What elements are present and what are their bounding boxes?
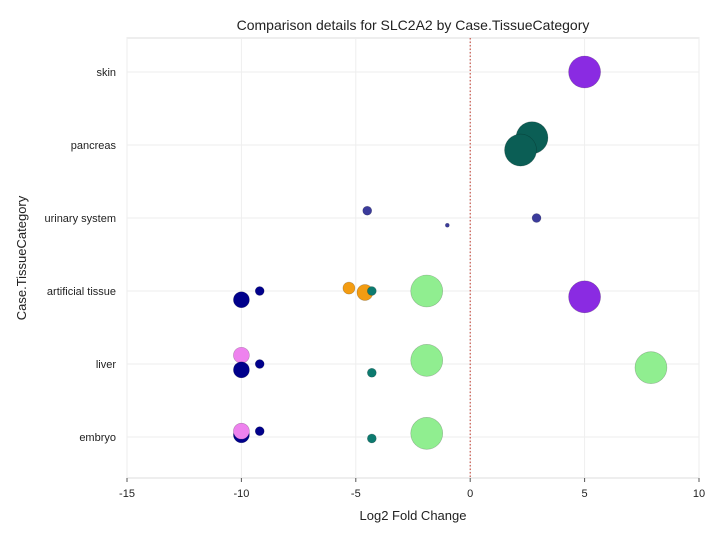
data-point[interactable]: [342, 281, 356, 295]
data-point[interactable]: [410, 274, 444, 308]
data-point[interactable]: [254, 359, 265, 369]
y-axis-title: Case.TissueCategory: [14, 195, 29, 320]
data-point[interactable]: [445, 223, 450, 228]
x-tick-label: 5: [582, 488, 588, 500]
data-point[interactable]: [367, 286, 377, 296]
points-layer: [233, 55, 668, 450]
data-point[interactable]: [504, 133, 537, 167]
x-tick-label: -10: [233, 488, 249, 500]
y-tick-label: urinary system: [44, 213, 116, 225]
data-point[interactable]: [568, 280, 601, 314]
y-tick-label: liver: [96, 359, 117, 371]
y-tick-label: pancreas: [71, 140, 117, 152]
data-point[interactable]: [233, 291, 250, 309]
data-point[interactable]: [634, 351, 668, 384]
data-point[interactable]: [254, 286, 265, 296]
data-point[interactable]: [362, 205, 373, 216]
x-tick-label: -5: [351, 488, 361, 500]
y-tick-label: embryo: [79, 432, 116, 444]
y-tick-layer: skin pancreas urinary system artificial tis…: [44, 67, 116, 444]
x-tick-label: -15: [119, 488, 135, 500]
x-axis-title: Log2 Fold Change: [360, 508, 467, 523]
data-point[interactable]: [367, 433, 377, 444]
data-point[interactable]: [410, 344, 444, 377]
x-tick-label: 0: [467, 488, 473, 500]
data-point[interactable]: [531, 213, 542, 223]
data-point[interactable]: [254, 426, 265, 436]
data-point[interactable]: [233, 422, 250, 440]
data-point[interactable]: [233, 346, 250, 364]
y-tick-label: skin: [96, 67, 116, 79]
data-point[interactable]: [233, 361, 250, 379]
data-point[interactable]: [568, 55, 601, 89]
chart-title: Comparison details for SLC2A2 by Case.Ti…: [237, 17, 590, 33]
grid-layer: [126, 38, 700, 478]
data-point[interactable]: [367, 367, 377, 378]
plot-frame: [126, 37, 700, 479]
x-tick-label: 10: [693, 488, 705, 500]
x-tick-layer: -15 -10 -5 0 5 10: [119, 478, 705, 500]
y-tick-label: artificial tissue: [47, 286, 116, 298]
data-point[interactable]: [410, 417, 444, 450]
